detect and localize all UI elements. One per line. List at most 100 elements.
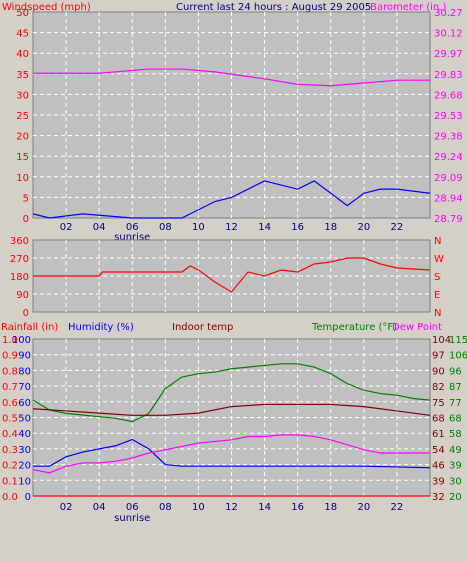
barometer-tick-label: 29.09 xyxy=(434,173,463,184)
rainfall-tick-label: 0.4 xyxy=(2,429,18,440)
barometer-tick-label: 28.79 xyxy=(434,214,463,225)
indoor-temp-tick-label: 46 xyxy=(432,461,445,472)
humidity-tick-label: 70 xyxy=(18,382,31,393)
barometer-line xyxy=(33,68,430,87)
windspeed-tick-label: 30 xyxy=(16,90,29,101)
rainfall-tick-label: 0.6 xyxy=(2,398,18,409)
indoor-temp-tick-label: 39 xyxy=(432,476,445,487)
time-tick-label: 08 xyxy=(159,222,172,233)
windspeed-tick-label: 25 xyxy=(16,111,29,122)
windspeed-line xyxy=(32,180,431,219)
humidity-ticks: 0 10 20 30 40 50 60 70 80 90 100 xyxy=(12,335,31,503)
time-tick-label: 22 xyxy=(391,222,404,233)
time-tick-label: 10 xyxy=(192,222,205,233)
windspeed-axis-title: Windspeed (mph) xyxy=(2,2,91,13)
humidity-tick-label: 50 xyxy=(18,414,31,425)
direction-degree-ticks: 0 90 180 270 360 xyxy=(10,236,29,319)
temperature-tick-label: 58 xyxy=(449,429,462,440)
humidity-axis-title: Humidity (%) xyxy=(68,322,134,333)
direction-compass-label: N xyxy=(434,308,441,319)
time-ticks-bottom: 02 04 06 08 10 12 14 16 18 20 22 sunrise xyxy=(60,502,404,524)
barometer-axis-title: Barometer (in.) xyxy=(370,2,446,13)
barometer-tick-label: 29.38 xyxy=(434,132,463,143)
time-ticks-top: 02 04 06 08 10 12 14 16 18 20 22 sunrise xyxy=(60,222,404,243)
indoor-temp-ticks: 32 39 46 54 61 68 75 82 90 97 104 xyxy=(432,335,451,503)
barometer-tick-label: 30.12 xyxy=(434,29,463,40)
humidity-tick-label: 20 xyxy=(18,461,31,472)
direction-compass-label: W xyxy=(434,254,444,265)
direction-degree-label: 180 xyxy=(10,272,29,283)
time-tick-label: 04 xyxy=(93,502,106,513)
barometer-tick-label: 28.94 xyxy=(434,193,463,204)
direction-degree-label: 270 xyxy=(10,254,29,265)
humidity-tick-label: 40 xyxy=(18,429,31,440)
rainfall-tick-label: 0.5 xyxy=(2,414,18,425)
time-tick-label: 02 xyxy=(60,222,73,233)
barometer-tick-label: 30.27 xyxy=(434,8,463,19)
panel-temperature: 0.00.10.20.30.40.50.60.70.80.91.0 010203… xyxy=(2,335,467,524)
series-wind-barometer xyxy=(32,68,431,219)
direction-degree-label: 90 xyxy=(16,290,29,301)
humidity-line xyxy=(33,438,431,469)
indoor-temp-tick-label: 32 xyxy=(432,492,445,503)
humidity-tick-label: 100 xyxy=(12,335,31,346)
windspeed-tick-label: 10 xyxy=(16,173,29,184)
rainfall-tick-label: 0.9 xyxy=(2,351,18,362)
temperature-tick-label: 39 xyxy=(449,461,462,472)
time-tick-label: 02 xyxy=(60,502,73,513)
windspeed-tick-label: 45 xyxy=(16,29,29,40)
sunrise-label: sunrise xyxy=(114,513,150,524)
time-tick-label: 04 xyxy=(93,222,106,233)
rainfall-tick-label: 1.0 xyxy=(2,335,18,346)
time-tick-label: 08 xyxy=(159,502,172,513)
rainfall-tick-label: 0.0 xyxy=(2,492,18,503)
time-tick-label: 18 xyxy=(324,222,337,233)
indoor-temp-line xyxy=(32,403,431,416)
humidity-tick-label: 10 xyxy=(18,476,31,487)
time-tick-label: 20 xyxy=(357,222,370,233)
windspeed-tick-label: 20 xyxy=(16,132,29,143)
barometer-tick-label: 29.97 xyxy=(434,49,463,60)
time-tick-label: 14 xyxy=(258,502,271,513)
temperature-tick-label: 87 xyxy=(449,382,462,393)
temperature-line xyxy=(32,363,431,423)
windspeed-tick-label: 15 xyxy=(16,152,29,163)
rainfall-tick-label: 0.7 xyxy=(2,382,18,393)
rainfall-ticks: 0.0 0.1 0.2 0.3 0.4 0.5 0.6 0.7 0.8 0.9 1.0 xyxy=(2,335,18,503)
indoor-temp-tick-label: 82 xyxy=(432,382,445,393)
dew-point-line xyxy=(32,434,430,474)
direction-degree-label: 360 xyxy=(10,236,29,247)
indoor-temp-tick-label: 68 xyxy=(432,414,445,425)
humidity-tick-label: 60 xyxy=(18,398,31,409)
windspeed-ticks: 0 5 10 15 20 25 30 35 40 45 50 xyxy=(16,8,29,225)
humidity-tick-label: 0 xyxy=(25,492,31,503)
time-tick-label: 12 xyxy=(225,222,238,233)
barometer-tick-label: 29.24 xyxy=(434,152,463,163)
direction-line xyxy=(33,257,431,293)
rainfall-tick-label: 0.1 xyxy=(2,476,18,487)
series-temperature xyxy=(32,363,431,497)
time-tick-label: 14 xyxy=(258,222,271,233)
indoor-temp-tick-label: 54 xyxy=(432,445,445,456)
temperature-tick-label: 68 xyxy=(449,414,462,425)
humidity-tick-label: 90 xyxy=(18,351,31,362)
time-tick-label: 06 xyxy=(126,502,139,513)
direction-compass-label: N xyxy=(434,236,441,247)
direction-degree-label: 0 xyxy=(23,308,29,319)
time-tick-label: 12 xyxy=(225,502,238,513)
indoor-temp-tick-label: 97 xyxy=(432,351,445,362)
series-direction xyxy=(33,257,431,293)
temperature-tick-label: 20 xyxy=(449,492,462,503)
rainfall-axis-title: Rainfall (in) xyxy=(1,322,58,333)
barometer-tick-label: 29.68 xyxy=(434,90,463,101)
windspeed-tick-label: 0 xyxy=(23,214,29,225)
indoor-temp-tick-label: 75 xyxy=(432,398,445,409)
rainfall-tick-label: 0.3 xyxy=(2,445,18,456)
humidity-tick-label: 30 xyxy=(18,445,31,456)
dewpoint-axis-title: Dew Point xyxy=(392,322,442,333)
indoor-temp-tick-label: 61 xyxy=(432,429,445,440)
rainfall-tick-label: 0.2 xyxy=(2,461,18,472)
